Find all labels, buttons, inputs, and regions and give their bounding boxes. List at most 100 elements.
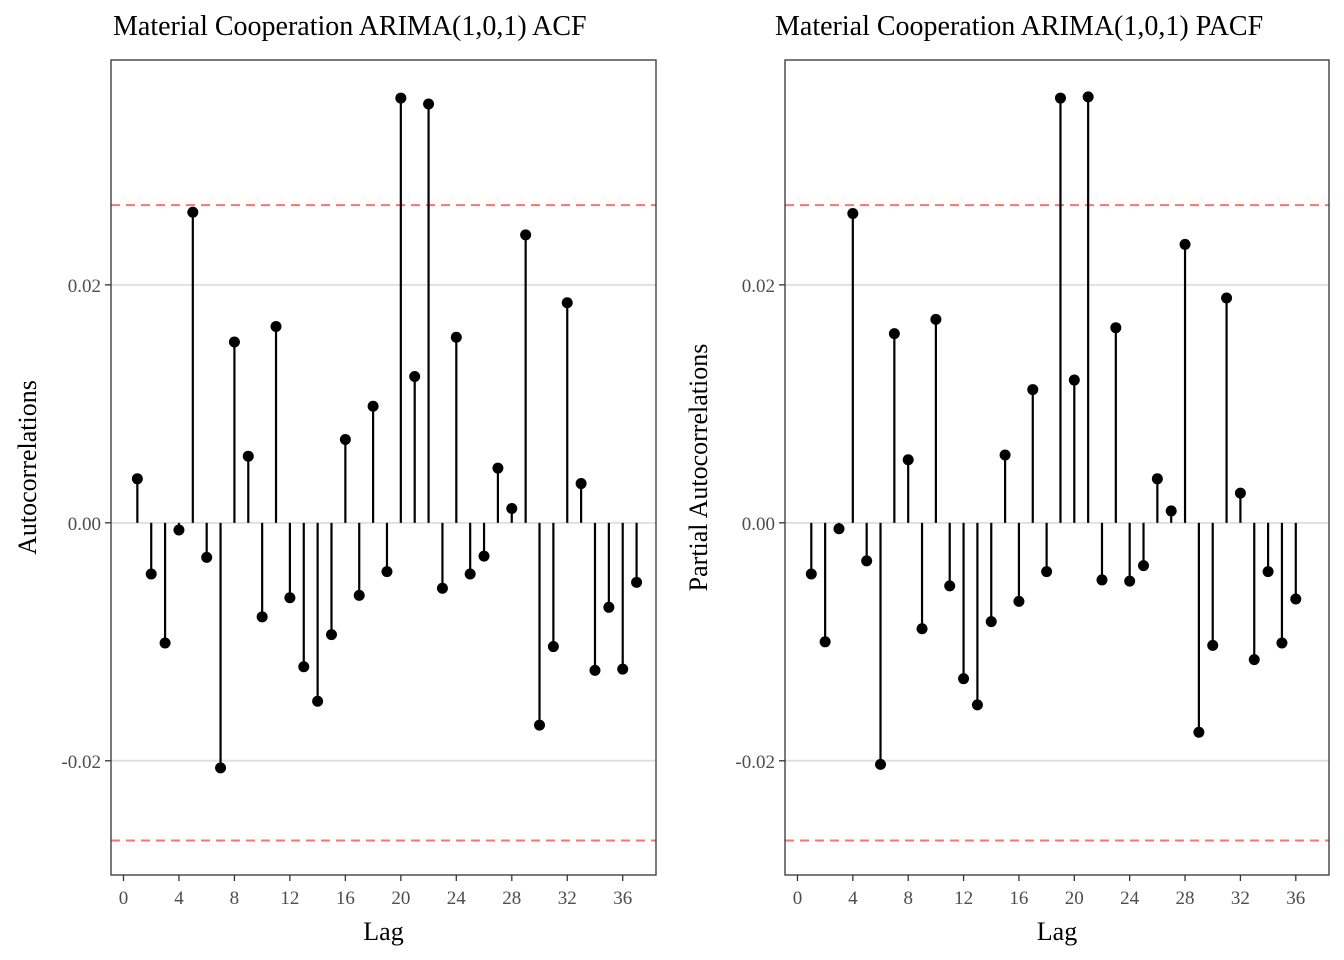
point-lag-21 xyxy=(409,370,421,382)
point-lag-31 xyxy=(547,641,559,653)
y-tick-label: 0.02 xyxy=(68,276,101,297)
x-tick-label: 36 xyxy=(1286,888,1305,909)
point-lag-8 xyxy=(902,454,914,466)
point-lag-12 xyxy=(958,673,970,685)
point-lag-29 xyxy=(520,229,532,241)
point-lag-11 xyxy=(944,580,956,592)
x-tick-label: 12 xyxy=(954,888,973,909)
point-lag-22 xyxy=(423,98,435,110)
point-lag-16 xyxy=(339,434,351,446)
panel-border xyxy=(784,59,1330,876)
point-lag-34 xyxy=(1262,566,1274,578)
point-lag-14 xyxy=(985,616,997,628)
point-lag-18 xyxy=(1041,566,1053,578)
x-tick-label: 32 xyxy=(558,888,577,909)
point-lag-26 xyxy=(478,550,490,562)
point-lag-29 xyxy=(1193,726,1205,738)
point-lag-24 xyxy=(450,331,462,343)
x-tick-label: 24 xyxy=(447,888,467,909)
point-lag-23 xyxy=(1110,322,1122,334)
point-lag-11 xyxy=(270,321,282,333)
point-lag-10 xyxy=(930,313,942,325)
x-tick-label: 8 xyxy=(903,888,913,909)
point-lag-10 xyxy=(256,611,268,623)
x-tick-label: 32 xyxy=(1231,888,1250,909)
x-tick-label: 28 xyxy=(502,888,521,909)
point-lag-15 xyxy=(325,629,337,641)
point-lag-1 xyxy=(131,473,143,485)
point-lag-30 xyxy=(534,719,546,731)
x-tick-label: 28 xyxy=(1176,888,1195,909)
point-lag-23 xyxy=(436,582,448,594)
y-tick-label: 0.02 xyxy=(742,276,775,297)
point-lag-14 xyxy=(312,695,324,707)
point-lag-26 xyxy=(1151,473,1163,485)
point-lag-19 xyxy=(381,566,393,578)
point-lag-8 xyxy=(228,336,240,348)
x-axis-label: Lag xyxy=(1037,917,1077,946)
point-lag-32 xyxy=(561,297,573,309)
point-lag-7 xyxy=(888,328,900,340)
x-tick-label: 4 xyxy=(174,888,184,909)
x-tick-label: 4 xyxy=(848,888,858,909)
x-tick-label: 12 xyxy=(280,888,299,909)
point-lag-36 xyxy=(617,663,629,675)
point-lag-32 xyxy=(1234,487,1246,499)
panel-border xyxy=(110,59,657,876)
y-tick-label: 0.00 xyxy=(68,514,101,535)
point-lag-7 xyxy=(215,762,227,774)
point-lag-21 xyxy=(1082,91,1094,103)
x-axis-label: Lag xyxy=(363,917,403,946)
point-lag-30 xyxy=(1207,639,1219,651)
x-tick-label: 24 xyxy=(1120,888,1140,909)
point-lag-13 xyxy=(298,661,310,673)
point-lag-2 xyxy=(145,568,157,580)
y-axis-label: Autocorrelations xyxy=(13,380,42,555)
point-lag-4 xyxy=(173,524,185,536)
y-tick-label: -0.02 xyxy=(61,752,101,773)
point-lag-33 xyxy=(575,478,587,490)
point-lag-9 xyxy=(916,623,928,635)
point-lag-15 xyxy=(999,449,1011,461)
y-axis-label: Partial Autocorrelations xyxy=(684,344,713,592)
point-lag-36 xyxy=(1290,593,1302,605)
chart-title: Material Cooperation ARIMA(1,0,1) PACF xyxy=(775,11,1263,42)
point-lag-3 xyxy=(833,523,845,535)
point-lag-17 xyxy=(1027,384,1039,396)
point-lag-18 xyxy=(367,400,379,412)
point-lag-22 xyxy=(1096,574,1108,586)
point-lag-35 xyxy=(603,601,615,613)
point-lag-25 xyxy=(464,568,476,580)
point-lag-25 xyxy=(1138,560,1150,572)
point-lag-27 xyxy=(1165,505,1177,517)
point-lag-35 xyxy=(1276,637,1288,649)
point-lag-19 xyxy=(1054,92,1066,104)
point-lag-28 xyxy=(506,503,518,515)
point-lag-5 xyxy=(861,555,873,567)
x-tick-label: 20 xyxy=(1065,888,1084,909)
point-lag-20 xyxy=(1068,374,1080,386)
point-lag-28 xyxy=(1179,238,1191,250)
point-lag-3 xyxy=(159,637,171,649)
point-lag-2 xyxy=(819,636,831,648)
chart-title: Material Cooperation ARIMA(1,0,1) ACF xyxy=(113,11,587,42)
y-tick-label: -0.02 xyxy=(735,752,775,773)
point-lag-1 xyxy=(805,568,817,580)
x-tick-label: 8 xyxy=(230,888,240,909)
x-tick-label: 0 xyxy=(793,888,803,909)
x-tick-label: 20 xyxy=(391,888,410,909)
point-lag-13 xyxy=(971,699,983,711)
point-lag-9 xyxy=(242,450,254,462)
point-lag-20 xyxy=(395,92,407,104)
point-lag-34 xyxy=(589,664,601,676)
pacf-panel: 0 4 8 12 16 20 24 28 32 36 -0.02 0.00 0.02 Material C… xyxy=(684,11,1330,946)
y-tick-label: 0.00 xyxy=(742,514,775,535)
point-lag-6 xyxy=(875,758,887,770)
point-lag-31 xyxy=(1221,292,1233,304)
acf-panel: 0 4 8 12 16 20 24 28 32 36 -0.02 0.00 0.02 Material C… xyxy=(13,11,657,946)
point-lag-12 xyxy=(284,592,296,604)
point-lag-27 xyxy=(492,462,504,474)
x-tick-label: 36 xyxy=(613,888,632,909)
